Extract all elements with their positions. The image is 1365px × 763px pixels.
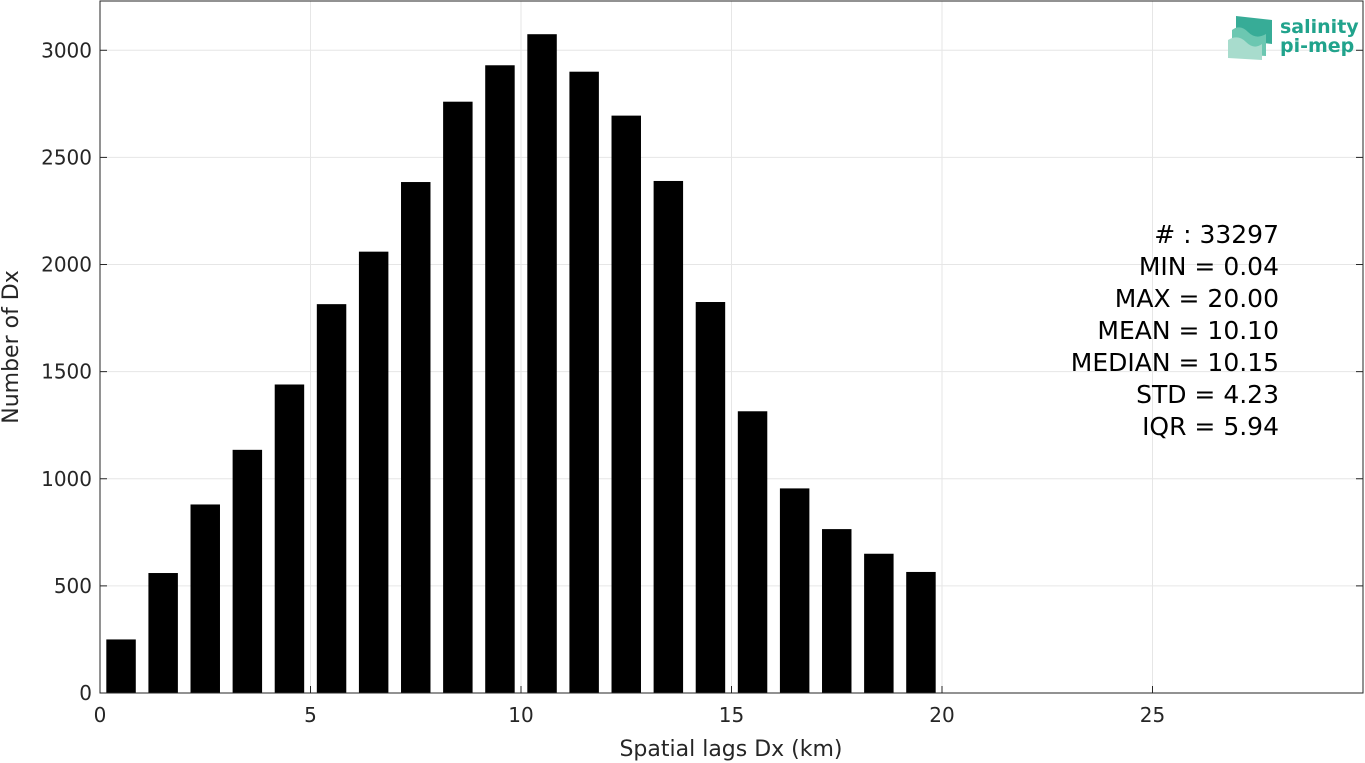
logo-line-2: pi-mep [1280,35,1354,57]
x-tick-label: 25 [1140,703,1165,727]
stats-line: MAX = 20.00 [1115,284,1279,313]
bar [906,571,936,693]
x-axis-ticks: 0 5 10 15 20 25 [94,686,1165,727]
bar [737,411,768,693]
stats-annotation: # : 33297 MIN = 0.04 MAX = 20.00 MEAN = 10.… [1071,220,1279,441]
y-axis-label: Number of Dx [0,270,24,424]
bar [527,34,557,693]
bar [779,488,810,693]
y-tick-label: 2500 [41,145,92,169]
bar [653,180,684,694]
y-tick-label: 500 [54,574,92,598]
y-tick-label: 3000 [41,38,92,62]
y-tick-label: 0 [79,681,92,705]
bar [274,384,305,693]
stats-line: IQR = 5.94 [1142,412,1279,441]
stats-line: STD = 4.23 [1136,380,1279,409]
stats-line: MEAN = 10.10 [1097,316,1279,345]
y-axis-ticks: 0 500 1000 1500 2000 2500 3000 [41,38,1363,705]
stats-line: MIN = 0.04 [1139,252,1279,281]
bar [443,101,473,694]
x-axis-label: Spatial lags Dx (km) [619,737,842,762]
salinity-pi-mep-logo: salinity pi-mep [1228,16,1359,60]
wave-logo-icon [1228,16,1272,60]
bars [106,34,936,694]
bar [485,65,515,693]
x-tick-label: 10 [508,703,533,727]
bar [569,71,599,693]
y-tick-label: 1500 [41,360,92,384]
bar [316,304,347,693]
bar [611,115,641,693]
y-tick-label: 1000 [41,467,92,491]
bar [232,449,263,693]
bar [695,302,726,693]
bar [358,251,389,693]
x-tick-label: 5 [304,703,317,727]
bar [401,182,431,693]
x-tick-label: 0 [94,703,107,727]
stats-line: # : 33297 [1154,220,1279,249]
x-tick-label: 20 [929,703,954,727]
stats-line: MEDIAN = 10.15 [1071,348,1279,377]
x-tick-label: 15 [719,703,744,727]
bar [190,504,220,693]
bar [822,529,852,693]
bar [864,553,894,693]
bar [106,639,136,693]
y-tick-label: 2000 [41,253,92,277]
grid-lines [100,1,1363,693]
logo-line-1: salinity [1280,16,1359,38]
bar [148,573,178,693]
